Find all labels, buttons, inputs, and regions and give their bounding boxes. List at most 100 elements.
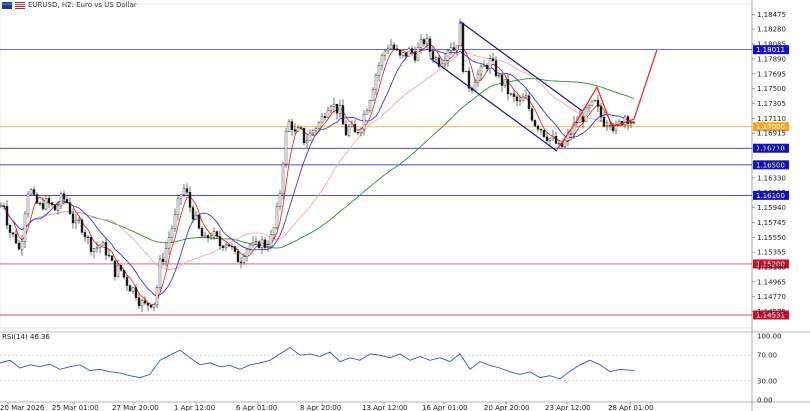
candle-body xyxy=(71,213,75,224)
price-level-label: 1.16100 xyxy=(756,192,785,200)
candle-body xyxy=(563,140,567,147)
candle-body xyxy=(206,235,210,239)
rsi-tick-label: 100.00 xyxy=(757,333,782,341)
y-tick-label: 1.16525 xyxy=(757,159,786,167)
candle-body xyxy=(404,52,408,57)
ma-pink-line xyxy=(0,52,635,271)
candle-body xyxy=(383,50,387,56)
y-tick-label: 1.14575 xyxy=(757,308,786,316)
y-tick-label: 1.16915 xyxy=(757,130,786,138)
candle-body xyxy=(341,105,345,125)
candle-body xyxy=(443,60,447,65)
candle-body xyxy=(38,203,42,205)
candle-body xyxy=(266,246,270,248)
candle-body xyxy=(11,232,15,235)
candle-body xyxy=(122,269,126,278)
candle-body xyxy=(0,205,3,207)
candle-body xyxy=(485,65,489,69)
candle-body xyxy=(167,237,171,249)
candle-body xyxy=(380,55,384,66)
candle-body xyxy=(626,116,630,124)
candle-body xyxy=(32,189,36,195)
candle-body xyxy=(56,205,60,211)
candle-body xyxy=(491,58,495,62)
x-tick-label: 6 Apr 01:00 xyxy=(236,404,277,411)
candle-body xyxy=(179,194,183,199)
candle-body xyxy=(533,120,537,127)
candle-body xyxy=(590,100,594,106)
candle-body xyxy=(461,22,465,72)
candle-body xyxy=(356,131,360,134)
candle-body xyxy=(149,305,153,308)
candle-body xyxy=(353,124,357,133)
candle-body xyxy=(407,48,411,57)
y-tick-label: 1.15550 xyxy=(757,234,786,242)
candle-body xyxy=(569,133,573,135)
price-level-tag xyxy=(753,190,789,200)
eu-flag-icon xyxy=(2,1,12,9)
candle-body xyxy=(17,242,21,250)
candle-body xyxy=(77,219,81,221)
candle-body xyxy=(440,63,444,67)
x-tick-label: 16 Apr 01:00 xyxy=(422,404,468,411)
price-level-tag xyxy=(753,310,789,320)
price-level-label: 1.18011 xyxy=(756,46,785,54)
candle-body xyxy=(482,65,486,67)
candle-body xyxy=(5,205,9,226)
x-tick-label: 8 Apr 20:00 xyxy=(300,404,341,411)
price-level-label: 1.14531 xyxy=(756,311,785,319)
candle-body xyxy=(20,241,24,250)
candle-body xyxy=(242,256,246,263)
price-level-tag xyxy=(753,160,789,170)
candle-body xyxy=(95,247,99,249)
candle-body xyxy=(338,105,342,114)
candle-body xyxy=(401,52,405,56)
candle-body xyxy=(389,44,393,50)
candle-body xyxy=(260,239,264,248)
candle-body xyxy=(254,241,258,243)
candle-body xyxy=(371,89,375,101)
candle-body xyxy=(614,123,618,131)
candle-body xyxy=(311,130,315,134)
candle-body xyxy=(425,38,429,45)
candle-body xyxy=(110,255,114,261)
candle-body xyxy=(155,287,159,305)
y-tick-label: 1.17890 xyxy=(757,55,786,63)
candle-body xyxy=(362,113,366,130)
candle-body xyxy=(527,95,531,110)
candle-body xyxy=(548,137,552,142)
candle-body xyxy=(605,125,609,127)
candle-body xyxy=(317,122,321,129)
y-tick-label: 1.15355 xyxy=(757,249,786,257)
candle-body xyxy=(584,107,588,122)
candle-body xyxy=(62,193,66,200)
candle-body xyxy=(152,304,156,308)
candle-body xyxy=(629,122,633,124)
candle-body xyxy=(218,236,222,247)
price-level-tag xyxy=(753,45,789,55)
candle-body xyxy=(296,127,300,132)
candle-body xyxy=(236,251,240,263)
y-tick-label: 1.18475 xyxy=(757,11,786,19)
candle-body xyxy=(107,255,111,257)
candle-body xyxy=(410,48,414,53)
candle-body xyxy=(572,121,576,135)
x-tick-label: 28 Apr 01:00 xyxy=(608,404,654,411)
y-tick-label: 1.18280 xyxy=(757,26,786,34)
candle-body xyxy=(287,121,291,132)
candle-body xyxy=(98,245,102,248)
candle-body xyxy=(137,297,141,306)
candle-body xyxy=(221,245,225,248)
candle-body xyxy=(323,116,327,118)
candle-body xyxy=(2,205,6,207)
candle-body xyxy=(239,261,243,264)
candle-body xyxy=(80,219,84,233)
candle-body xyxy=(512,93,516,98)
candle-body xyxy=(182,188,186,195)
x-tick-label: 20 Apr 20:00 xyxy=(484,404,530,411)
candle-body xyxy=(158,258,162,288)
candle-body xyxy=(47,198,51,203)
candle-body xyxy=(347,126,351,136)
price-panel-frame xyxy=(0,3,753,329)
